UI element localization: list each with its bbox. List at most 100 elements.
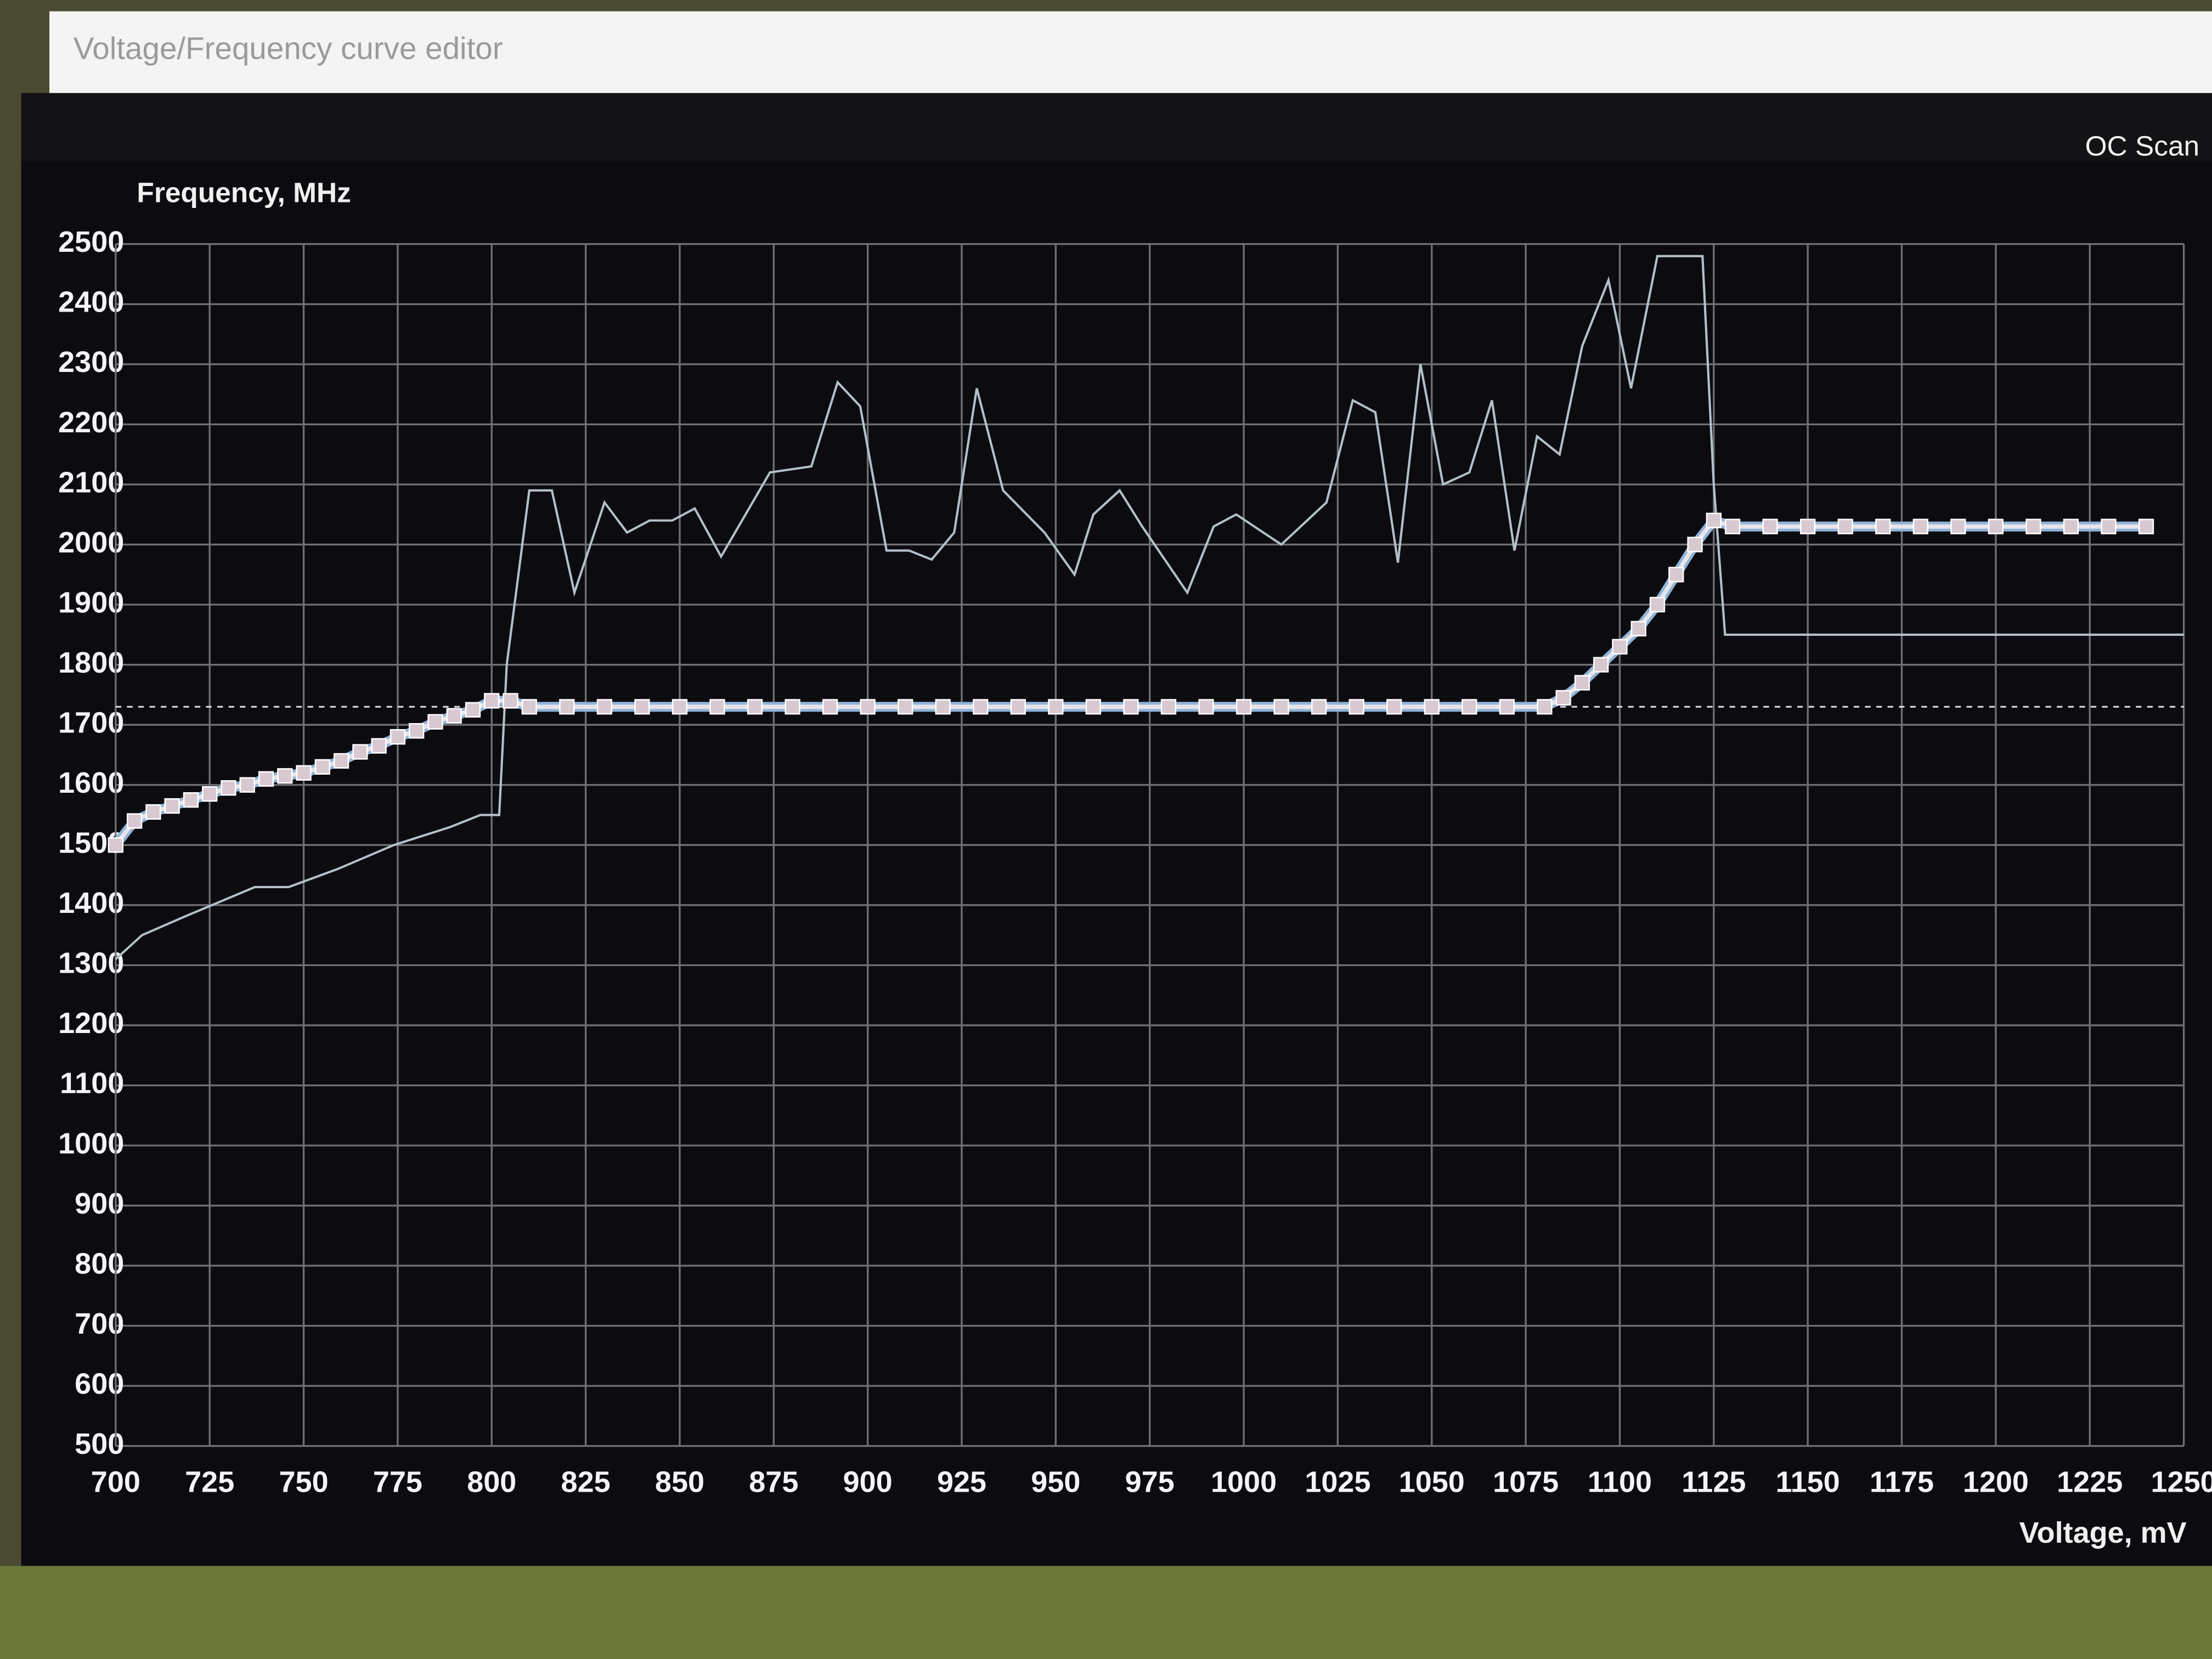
curve-point <box>164 798 180 814</box>
curve-point <box>503 693 518 709</box>
curve-point <box>709 699 725 715</box>
y-tick-label: 900 <box>75 1187 124 1220</box>
curve-point <box>2138 518 2154 534</box>
curve-point <box>183 792 199 808</box>
curve-point <box>2101 518 2117 534</box>
title-bar <box>49 11 2212 96</box>
curve-point <box>1837 518 1853 534</box>
x-tick-label: 1150 <box>1776 1465 1840 1498</box>
y-tick-label: 2100 <box>58 466 124 499</box>
curve-point <box>465 702 481 718</box>
curve-point <box>108 837 123 853</box>
curve-point <box>1593 657 1609 673</box>
y-tick-label: 1900 <box>58 586 124 619</box>
curve-point <box>427 714 443 730</box>
x-tick-label: 900 <box>843 1465 893 1498</box>
curve-point <box>1123 699 1139 715</box>
curve-point <box>277 768 293 784</box>
curve-point <box>1537 699 1553 715</box>
curve-point <box>1950 518 1966 534</box>
curve-point <box>239 777 255 793</box>
window-title: Voltage/Frequency curve editor <box>74 31 503 66</box>
curve-point <box>2025 518 2041 534</box>
x-tick-label: 1025 <box>1305 1465 1370 1498</box>
curve-point <box>352 744 368 760</box>
y-tick-label: 2000 <box>58 526 124 559</box>
y-axis-label: Frequency, MHz <box>137 176 351 208</box>
curve-point <box>634 699 650 715</box>
curve-point <box>409 723 425 739</box>
toolbar <box>21 93 2212 161</box>
y-tick-label: 1600 <box>58 766 124 799</box>
x-tick-label: 725 <box>185 1465 234 1498</box>
curve-point <box>1762 518 1778 534</box>
x-tick-label: 1225 <box>2057 1465 2123 1498</box>
y-tick-label: 1400 <box>58 887 124 919</box>
curve-point <box>484 693 500 709</box>
curve-point <box>898 699 913 715</box>
curve-point <box>1048 699 1064 715</box>
curve-point <box>1630 620 1646 637</box>
curve-point <box>1235 699 1252 715</box>
curve-point <box>126 813 143 829</box>
y-tick-label: 1000 <box>58 1127 124 1160</box>
x-tick-label: 850 <box>655 1465 704 1498</box>
curve-point <box>296 765 312 781</box>
curve-point <box>935 699 951 715</box>
curve-point <box>333 753 349 769</box>
curve-point <box>1386 699 1402 715</box>
curve-point <box>596 699 613 715</box>
curve-point <box>1687 537 1703 552</box>
curve-point <box>202 786 218 802</box>
x-tick-label: 825 <box>561 1465 611 1498</box>
curve-point <box>1800 518 1816 534</box>
x-tick-label: 1000 <box>1211 1465 1277 1498</box>
curve-point <box>1668 567 1684 583</box>
y-tick-label: 2300 <box>58 346 124 379</box>
curve-point <box>1912 518 1928 534</box>
curve-point <box>1499 699 1515 715</box>
y-tick-label: 1800 <box>58 646 124 679</box>
x-tick-label: 975 <box>1125 1465 1175 1498</box>
curve-point <box>1649 596 1666 613</box>
curve-point <box>1010 699 1026 715</box>
y-tick-label: 1100 <box>60 1067 124 1100</box>
curve-point <box>1724 518 1741 534</box>
curve-point <box>973 699 989 715</box>
y-tick-label: 1200 <box>58 1007 124 1040</box>
x-axis-label: Voltage, mV <box>2019 1516 2187 1549</box>
x-tick-label: 1175 <box>1870 1465 1934 1498</box>
curve-point <box>521 699 537 715</box>
curve-point <box>1875 518 1891 534</box>
y-tick-label: 1700 <box>58 706 124 739</box>
curve-point <box>1574 675 1590 691</box>
curve-point <box>785 699 800 715</box>
curve-point <box>1424 699 1440 715</box>
x-tick-label: 1250 <box>2151 1465 2212 1498</box>
x-tick-label: 750 <box>279 1465 329 1498</box>
x-tick-label: 1050 <box>1399 1465 1465 1498</box>
curve-point <box>1085 699 1102 715</box>
x-tick-label: 1075 <box>1493 1465 1559 1498</box>
curve-point <box>221 780 236 796</box>
curve-point <box>371 738 387 754</box>
curve-point <box>1160 699 1177 715</box>
y-tick-label: 1300 <box>58 947 124 980</box>
curve-point <box>145 804 161 820</box>
curve-point <box>860 699 876 715</box>
oc-scanner-button[interactable]: OC Scan <box>2085 130 2200 162</box>
x-tick-label: 775 <box>373 1465 422 1498</box>
x-tick-label: 800 <box>467 1465 516 1498</box>
plot: 5006007008009001000110012001300140015001… <box>58 225 2212 1498</box>
curve-point <box>559 699 575 715</box>
x-tick-label: 700 <box>91 1465 140 1498</box>
curve-point <box>446 708 462 724</box>
curve-point <box>1612 639 1628 654</box>
x-tick-label: 1100 <box>1588 1465 1652 1498</box>
y-tick-label: 800 <box>75 1247 124 1280</box>
curve-point <box>2063 518 2079 534</box>
y-tick-label: 500 <box>75 1427 124 1460</box>
curve-point <box>1555 690 1571 706</box>
